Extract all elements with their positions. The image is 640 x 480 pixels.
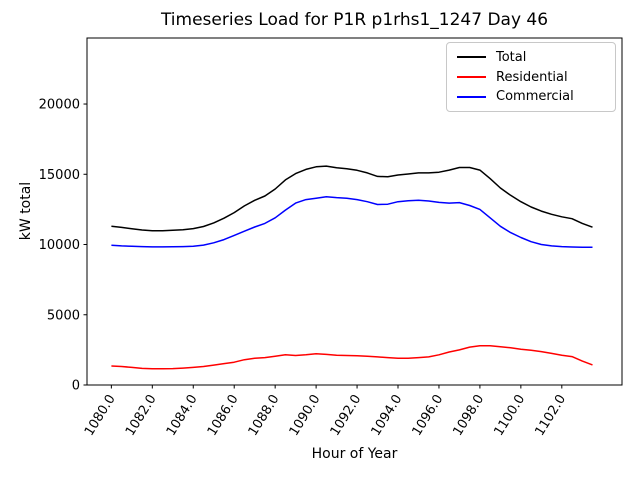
x-tick-label: 1080.0 <box>82 392 119 439</box>
commercial-line-swatch <box>457 95 486 98</box>
axes-frame <box>86 37 623 386</box>
x-tick-label: 1098.0 <box>450 392 487 439</box>
x-tick-label: 1100.0 <box>491 392 528 439</box>
x-tick-label: 1082.0 <box>123 392 160 439</box>
legend-item-total: Total <box>447 50 615 65</box>
x-tick-label: 1090.0 <box>287 392 324 439</box>
x-tick-label: 1088.0 <box>246 392 283 439</box>
y-tick-label: 10000 <box>39 238 80 253</box>
x-tick-label: 1096.0 <box>410 392 447 439</box>
x-tick-label: 1086.0 <box>205 392 242 439</box>
x-tick-label: 1084.0 <box>164 392 201 439</box>
y-tick-label: 0 <box>72 379 80 394</box>
y-tick-label: 15000 <box>39 168 80 183</box>
x-tick-label: 1092.0 <box>328 392 365 439</box>
legend-item-residential: Residential <box>447 70 615 85</box>
legend: Total Residential Commercial <box>446 42 616 112</box>
total-series-line <box>111 165 593 232</box>
residential-series-line <box>111 344 593 370</box>
total-line-swatch <box>457 56 486 59</box>
x-tick-label: 1094.0 <box>369 392 406 439</box>
x-tick-label: 1102.0 <box>532 392 569 439</box>
legend-item-commercial: Commercial <box>447 89 615 104</box>
chart-title: Timeseries Load for P1R p1rhs1_1247 Day … <box>160 10 549 30</box>
legend-label-residential: Residential <box>496 69 568 85</box>
commercial-series-line <box>111 195 593 249</box>
residential-line-swatch <box>457 76 486 78</box>
legend-label-commercial: Commercial <box>496 89 574 105</box>
legend-label-total: Total <box>496 49 527 65</box>
y-tick-label: 20000 <box>39 98 80 113</box>
x-axis-label: Hour of Year <box>311 446 398 462</box>
y-tick-label: 5000 <box>47 308 80 323</box>
y-axis-label: kW total <box>18 181 34 241</box>
